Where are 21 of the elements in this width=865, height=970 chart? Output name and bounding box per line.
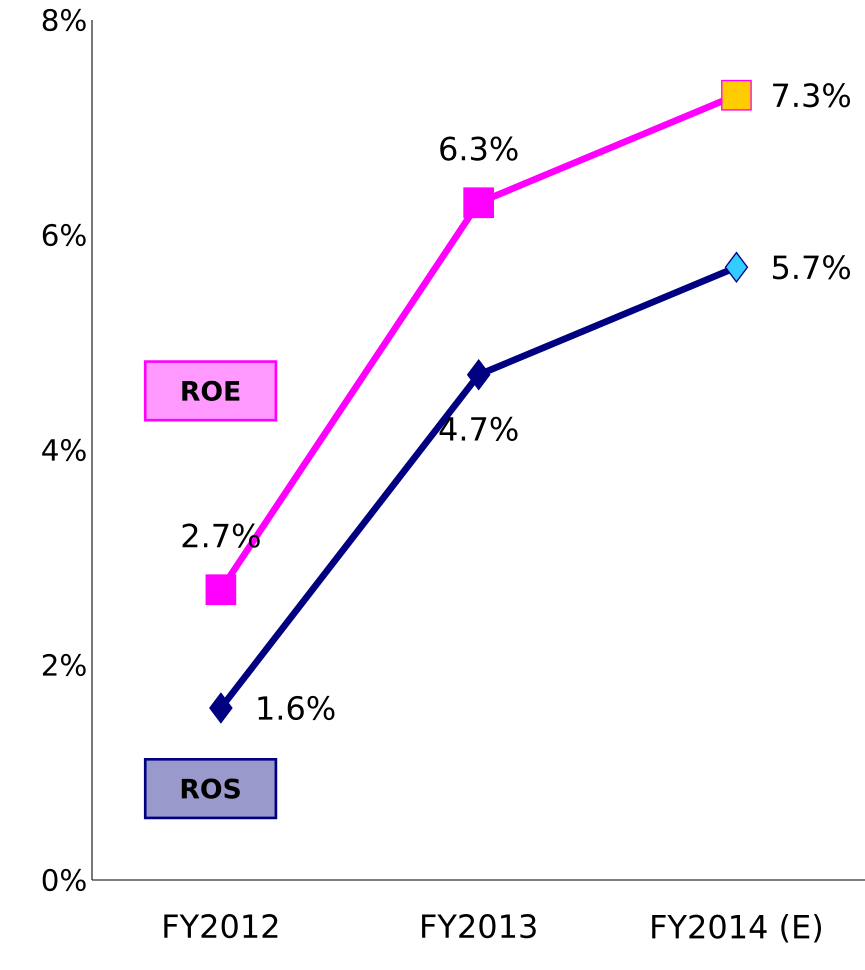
data-label: 7.3% xyxy=(773,83,850,108)
point xyxy=(463,187,494,218)
data-label: 1.6% xyxy=(258,696,334,720)
y-tick-label: 8% xyxy=(42,8,86,32)
data-label: 6.3% xyxy=(440,136,518,161)
y-tick-label: 0% xyxy=(42,868,86,892)
x-tick-label: FY2012 xyxy=(164,914,278,938)
x-tick-label: FY2013 xyxy=(422,914,536,938)
text: ROE xyxy=(182,380,240,401)
point xyxy=(209,692,233,724)
y-tick-label: 2% xyxy=(42,654,86,676)
point xyxy=(206,574,236,606)
point xyxy=(466,359,490,390)
x-tick-label: FY2014 (E) xyxy=(652,914,821,943)
data-label: 5.7% xyxy=(772,255,850,280)
y-tick-label: 4% xyxy=(42,438,86,462)
point xyxy=(721,80,752,111)
text: ROS xyxy=(182,778,240,799)
data-label: 4.7% xyxy=(440,416,518,441)
y-tick-label: 6% xyxy=(42,224,86,246)
point xyxy=(724,252,748,283)
